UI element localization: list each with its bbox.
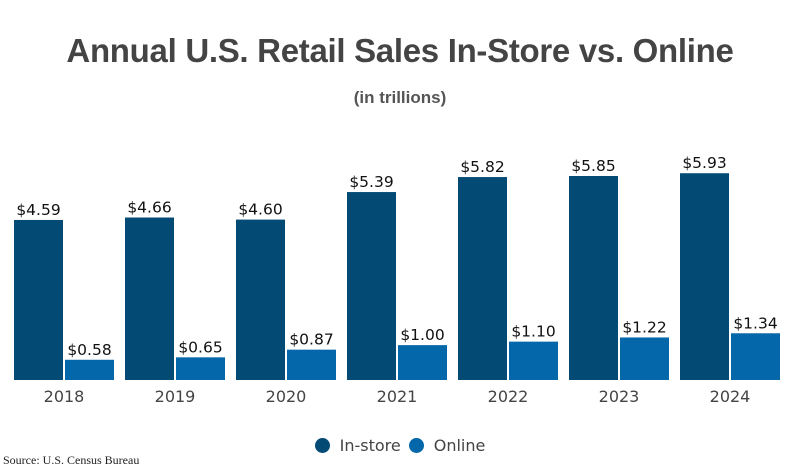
value-label-online-2024: $1.34 bbox=[733, 314, 777, 332]
chart-title: Annual U.S. Retail Sales In-Store vs. On… bbox=[66, 32, 734, 69]
bar-in-store-2020 bbox=[236, 219, 285, 380]
online-swatch-icon bbox=[408, 438, 424, 453]
bar-in-store-2022 bbox=[458, 177, 507, 380]
value-label-in-store-2018: $4.59 bbox=[16, 201, 60, 219]
source-note: Source: U.S. Census Bureau bbox=[3, 453, 140, 467]
value-label-online-2020: $0.87 bbox=[289, 331, 333, 349]
legend: In-store Online bbox=[0, 436, 800, 455]
value-label-online-2022: $1.10 bbox=[511, 323, 555, 341]
in-store-swatch-icon bbox=[314, 438, 330, 453]
bar-in-store-2021 bbox=[347, 192, 396, 380]
value-label-online-2021: $1.00 bbox=[400, 326, 444, 344]
legend-label: In-store bbox=[339, 436, 401, 455]
x-tick-label: 2020 bbox=[266, 387, 307, 406]
value-label-in-store-2020: $4.60 bbox=[238, 201, 282, 219]
bar-online-2018 bbox=[65, 359, 114, 380]
x-tick-label: 2023 bbox=[599, 387, 640, 406]
bar-online-2023 bbox=[620, 337, 669, 380]
bar-online-2022 bbox=[509, 341, 558, 380]
value-label-online-2018: $0.58 bbox=[67, 341, 111, 359]
legend-item-in-store[interactable]: In-store bbox=[314, 436, 401, 455]
legend-label: Online bbox=[433, 436, 486, 455]
bar-in-store-2023 bbox=[569, 176, 618, 380]
legend-item-online[interactable]: Online bbox=[408, 436, 486, 455]
bars-group bbox=[14, 173, 780, 380]
value-label-in-store-2022: $5.82 bbox=[460, 158, 504, 176]
chart-subtitle: (in trillions) bbox=[353, 88, 447, 107]
x-tick-label: 2019 bbox=[155, 387, 196, 406]
value-label-in-store-2024: $5.93 bbox=[682, 154, 726, 172]
value-label-in-store-2019: $4.66 bbox=[127, 199, 171, 217]
value-label-in-store-2023: $5.85 bbox=[571, 157, 615, 175]
x-tick-label: 2022 bbox=[488, 387, 529, 406]
bar-in-store-2024 bbox=[680, 173, 729, 380]
value-label-online-2023: $1.22 bbox=[622, 318, 666, 336]
bar-in-store-2018 bbox=[14, 219, 63, 380]
value-labels-group: $4.59 $0.58 $4.66 $0.65 $4.60 $0.87 $5.39 $1.00… bbox=[16, 154, 777, 359]
bar-online-2020 bbox=[287, 349, 336, 380]
value-label-in-store-2021: $5.39 bbox=[349, 173, 393, 191]
bar-in-store-2019 bbox=[125, 217, 174, 380]
x-tick-label: 2024 bbox=[710, 387, 751, 406]
bar-online-2024 bbox=[731, 333, 780, 380]
value-label-online-2019: $0.65 bbox=[178, 338, 222, 356]
x-tick-labels-group: 2018 2019 2020 2021 2022 2023 2024 bbox=[44, 387, 751, 406]
bar-online-2021 bbox=[398, 345, 447, 380]
x-tick-label: 2021 bbox=[377, 387, 418, 406]
bar-online-2019 bbox=[176, 357, 225, 380]
x-tick-label: 2018 bbox=[44, 387, 85, 406]
